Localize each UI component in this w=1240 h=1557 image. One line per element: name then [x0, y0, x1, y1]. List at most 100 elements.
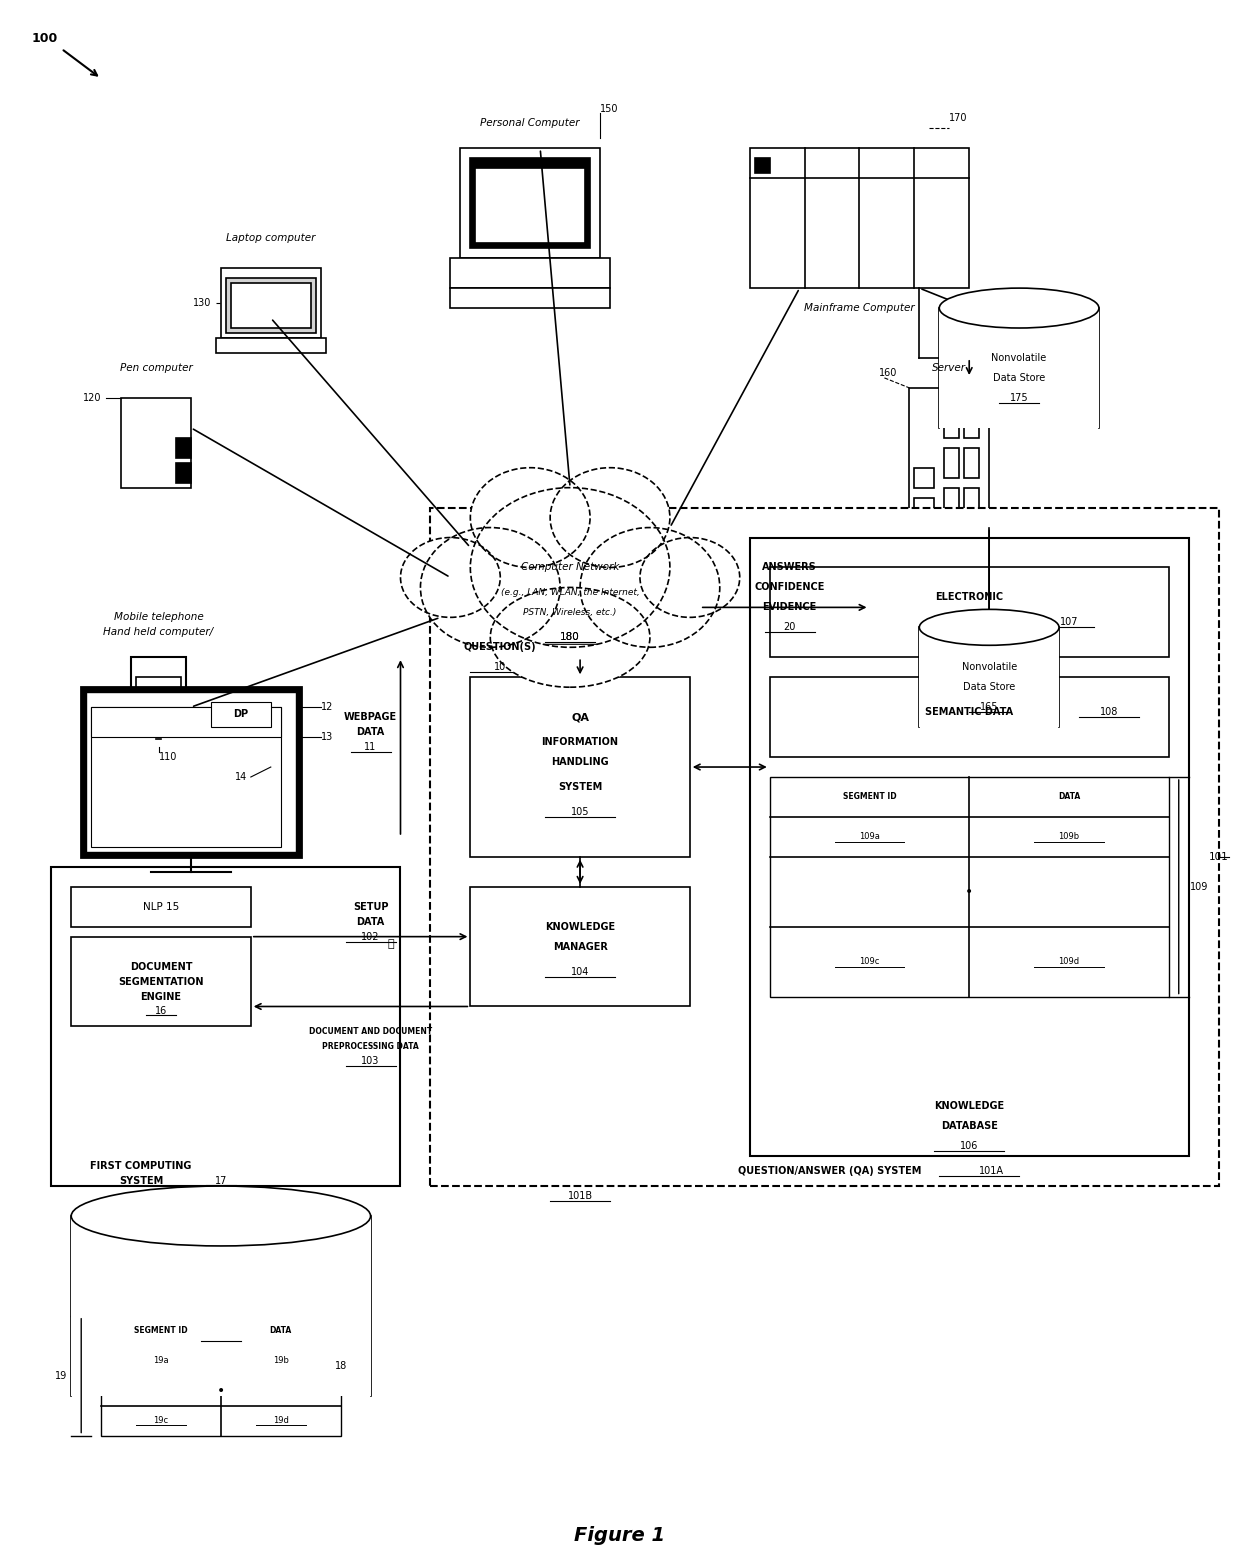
FancyBboxPatch shape	[945, 487, 960, 517]
Text: SEMANTIC DATA: SEMANTIC DATA	[925, 707, 1013, 718]
Text: 180: 180	[560, 632, 580, 643]
Text: Computer Network: Computer Network	[521, 562, 619, 573]
FancyBboxPatch shape	[770, 677, 1169, 757]
Text: 101B: 101B	[568, 1191, 593, 1200]
FancyBboxPatch shape	[71, 887, 250, 926]
Text: ⌒: ⌒	[387, 939, 394, 948]
FancyBboxPatch shape	[136, 677, 181, 727]
Text: 110: 110	[159, 752, 177, 761]
FancyBboxPatch shape	[51, 867, 401, 1186]
FancyBboxPatch shape	[909, 388, 990, 528]
FancyBboxPatch shape	[770, 567, 1169, 657]
Text: ANSWERS: ANSWERS	[763, 562, 817, 573]
Text: 180: 180	[560, 632, 580, 643]
Text: 170: 170	[950, 114, 967, 123]
Text: CONFIDENCE: CONFIDENCE	[754, 582, 825, 592]
Text: Pen computer: Pen computer	[120, 363, 192, 374]
Text: 20: 20	[784, 623, 796, 632]
FancyBboxPatch shape	[750, 148, 970, 288]
Text: DATA: DATA	[356, 727, 384, 736]
FancyBboxPatch shape	[945, 408, 960, 438]
Text: 165: 165	[980, 702, 998, 712]
Text: 14: 14	[234, 772, 247, 782]
Text: 19: 19	[55, 1370, 67, 1381]
Text: 106: 106	[960, 1141, 978, 1151]
Text: 10: 10	[495, 662, 506, 673]
Text: QA: QA	[572, 712, 589, 722]
FancyBboxPatch shape	[71, 1216, 371, 1395]
Text: 102: 102	[361, 931, 379, 942]
Text: DATA: DATA	[1058, 793, 1080, 802]
FancyBboxPatch shape	[460, 148, 600, 258]
Text: Data Store: Data Store	[993, 372, 1045, 383]
Text: 100: 100	[31, 33, 57, 45]
Text: 160: 160	[879, 367, 898, 378]
Text: Figure 1: Figure 1	[574, 1526, 666, 1545]
Text: DATABASE: DATABASE	[941, 1121, 998, 1132]
Text: 101: 101	[1209, 852, 1229, 863]
Text: WEBPAGE: WEBPAGE	[343, 712, 397, 722]
Text: INFORMATION: INFORMATION	[542, 736, 619, 747]
FancyBboxPatch shape	[231, 283, 311, 329]
FancyBboxPatch shape	[750, 537, 1189, 1157]
Text: •: •	[217, 1384, 224, 1398]
Text: SEGMENT ID: SEGMENT ID	[134, 1327, 187, 1336]
Text: 18: 18	[335, 1361, 347, 1370]
Text: 19a: 19a	[154, 1356, 169, 1365]
Text: DOCUMENT: DOCUMENT	[130, 962, 192, 972]
Text: Personal Computer: Personal Computer	[480, 118, 580, 129]
Text: Nonvolatile: Nonvolatile	[961, 662, 1017, 673]
Text: KNOWLEDGE: KNOWLEDGE	[546, 922, 615, 931]
FancyBboxPatch shape	[919, 627, 1059, 727]
Text: MANAGER: MANAGER	[553, 942, 608, 951]
Text: 109c: 109c	[859, 958, 879, 965]
FancyBboxPatch shape	[71, 937, 250, 1026]
FancyBboxPatch shape	[92, 707, 280, 847]
Text: KNOWLEDGE: KNOWLEDGE	[934, 1101, 1004, 1112]
Text: NLP 15: NLP 15	[143, 902, 179, 912]
Text: 109b: 109b	[1059, 833, 1080, 841]
Ellipse shape	[71, 1186, 371, 1246]
Text: Server: Server	[932, 363, 966, 374]
Ellipse shape	[470, 467, 590, 567]
FancyBboxPatch shape	[87, 693, 295, 852]
FancyBboxPatch shape	[470, 159, 590, 248]
FancyBboxPatch shape	[81, 687, 301, 856]
Ellipse shape	[420, 528, 560, 648]
Text: 101A: 101A	[980, 1166, 1004, 1176]
FancyBboxPatch shape	[450, 288, 610, 308]
Text: DATA: DATA	[269, 1327, 291, 1336]
FancyBboxPatch shape	[102, 1316, 341, 1436]
FancyBboxPatch shape	[914, 467, 934, 487]
Ellipse shape	[551, 467, 670, 567]
FancyBboxPatch shape	[770, 777, 1169, 996]
FancyBboxPatch shape	[131, 657, 186, 747]
Text: 120: 120	[83, 392, 102, 403]
FancyBboxPatch shape	[470, 677, 689, 856]
Text: QUESTION/ANSWER (QA) SYSTEM: QUESTION/ANSWER (QA) SYSTEM	[738, 1166, 921, 1176]
Text: DP: DP	[233, 708, 248, 719]
Ellipse shape	[470, 487, 670, 648]
Text: Hand held computer/: Hand held computer/	[103, 627, 213, 637]
FancyBboxPatch shape	[470, 887, 689, 1006]
FancyBboxPatch shape	[475, 168, 585, 243]
FancyBboxPatch shape	[122, 399, 191, 487]
Text: Mainframe Computer: Mainframe Computer	[805, 304, 915, 313]
Text: 11: 11	[365, 743, 377, 752]
Text: ELECTRONIC: ELECTRONIC	[935, 592, 1003, 603]
Text: HANDLING: HANDLING	[552, 757, 609, 768]
Text: PSTN, Wireless, etc.): PSTN, Wireless, etc.)	[523, 607, 616, 617]
FancyBboxPatch shape	[965, 408, 980, 438]
Text: 19c: 19c	[154, 1415, 169, 1425]
Text: 108: 108	[1100, 707, 1118, 718]
Text: 103: 103	[361, 1056, 379, 1067]
FancyBboxPatch shape	[211, 702, 270, 727]
Text: 19b: 19b	[273, 1356, 289, 1365]
Text: QUESTION(S): QUESTION(S)	[464, 643, 537, 652]
Text: DATA: DATA	[356, 917, 384, 926]
FancyBboxPatch shape	[939, 308, 1099, 428]
Ellipse shape	[580, 528, 719, 648]
Text: (e.g., LAN, WLAN, the Internet,: (e.g., LAN, WLAN, the Internet,	[501, 589, 640, 596]
Text: ENGINE: ENGINE	[140, 992, 181, 1001]
Ellipse shape	[401, 537, 500, 618]
